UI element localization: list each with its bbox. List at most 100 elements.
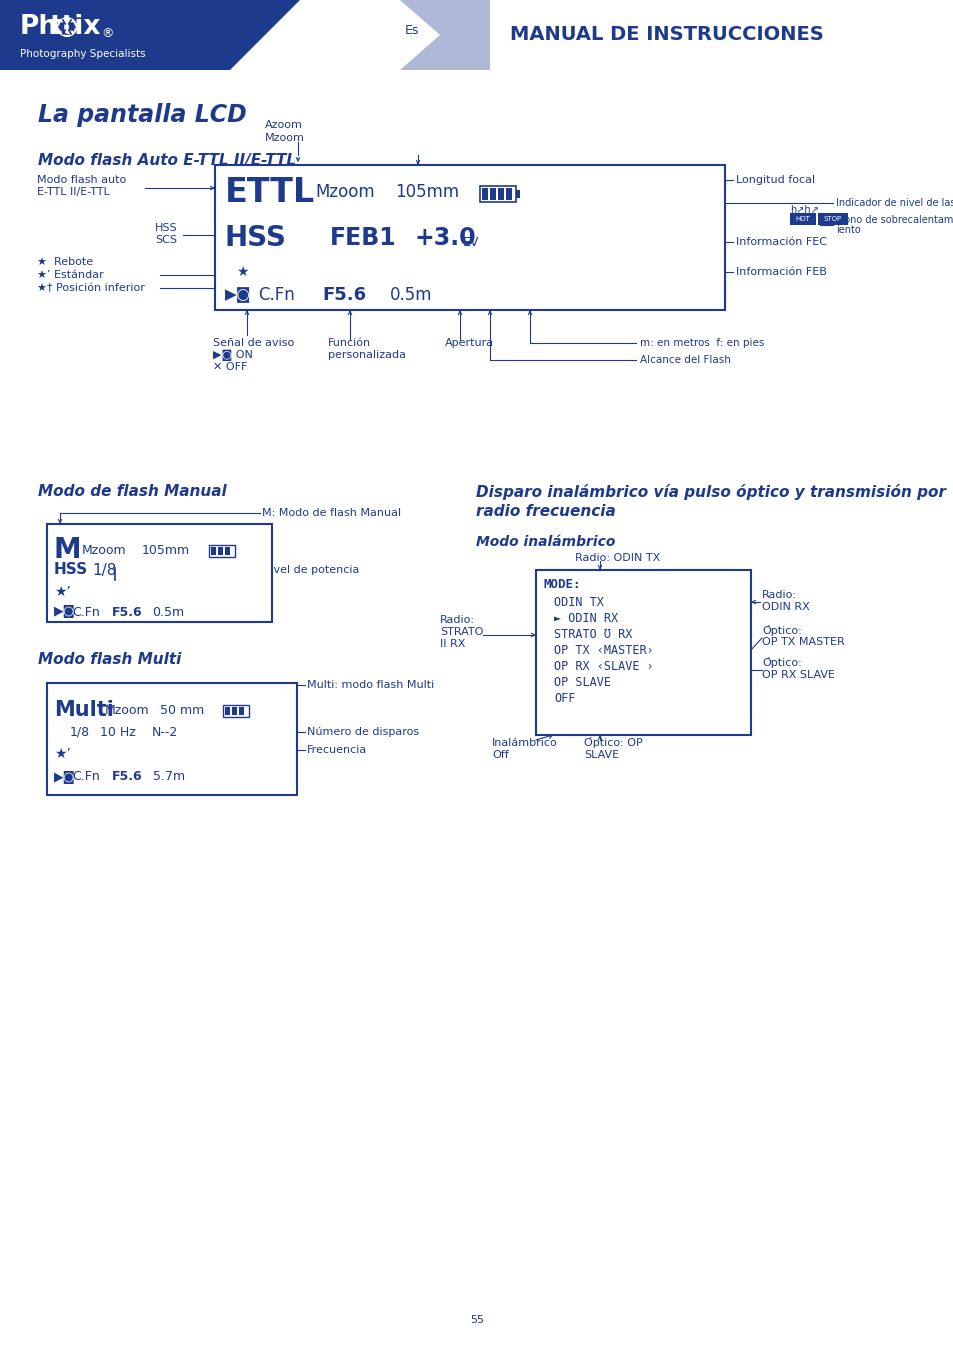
Text: Multi: Multi [54, 701, 113, 720]
Text: F5.6: F5.6 [112, 771, 143, 783]
Text: ★† Posición inferior: ★† Posición inferior [37, 284, 145, 293]
Polygon shape [0, 0, 390, 70]
Text: Mzoom: Mzoom [314, 184, 375, 201]
Text: Óptico:: Óptico: [761, 625, 801, 636]
Text: 50 mm: 50 mm [160, 703, 204, 717]
Text: ODIN TX: ODIN TX [554, 595, 603, 609]
Text: ★’: ★’ [54, 585, 71, 599]
Text: ★’: ★’ [54, 747, 71, 761]
Text: STOP: STOP [823, 216, 841, 221]
Text: Modo de flash Manual: Modo de flash Manual [38, 485, 227, 500]
Text: STRATO: STRATO [439, 626, 483, 637]
Text: 0.5m: 0.5m [152, 606, 184, 618]
Text: ▶◙ ON: ▶◙ ON [213, 350, 253, 360]
Text: Modo flash Multi: Modo flash Multi [38, 652, 181, 667]
Text: HOT: HOT [795, 216, 810, 221]
Text: Mzoom: Mzoom [105, 703, 150, 717]
Polygon shape [399, 0, 490, 70]
Text: Off: Off [492, 751, 508, 760]
Text: Apertura: Apertura [444, 338, 494, 348]
Text: M: M [54, 536, 82, 564]
Bar [218, 547, 223, 555]
Text: M: Modo de flash Manual: M: Modo de flash Manual [262, 508, 400, 518]
Text: Photography Specialists: Photography Specialists [20, 49, 146, 59]
Text: E-TTL II/E-TTL: E-TTL II/E-TTL [37, 188, 110, 197]
Bar [481, 188, 488, 200]
Text: Información FEC: Información FEC [735, 238, 826, 247]
Text: F5.6: F5.6 [112, 606, 143, 618]
Bar [239, 707, 244, 716]
Polygon shape [399, 0, 490, 70]
Text: ▶◙: ▶◙ [225, 288, 252, 302]
Text: Información FEB: Información FEB [735, 267, 826, 277]
Bar [505, 188, 512, 200]
Text: ttix: ttix [50, 14, 101, 40]
Text: ★’ Estándar: ★’ Estándar [37, 270, 104, 279]
Text: 10 Hz: 10 Hz [100, 725, 135, 738]
Bar [47, 524, 272, 622]
Polygon shape [230, 0, 953, 70]
Bar [209, 545, 234, 558]
Text: Óptico: OP: Óptico: OP [583, 737, 642, 748]
Text: 0.5m: 0.5m [390, 286, 432, 304]
Text: II RX: II RX [439, 639, 465, 649]
Text: EV: EV [462, 235, 478, 248]
Text: Óptico:: Óptico: [761, 657, 801, 668]
Text: Es: Es [405, 23, 419, 36]
Text: 5.7m: 5.7m [152, 771, 185, 783]
Text: Radio:: Radio: [439, 616, 475, 625]
Text: Ph: Ph [20, 14, 58, 40]
Text: ▶◙: ▶◙ [54, 771, 75, 783]
Bar [232, 707, 236, 716]
Bar [490, 188, 496, 200]
Text: radio frecuencia: radio frecuencia [476, 505, 615, 520]
Bar [516, 190, 519, 198]
Bar [211, 547, 215, 555]
Text: Alcance del Flash: Alcance del Flash [639, 355, 730, 364]
Text: 1/8: 1/8 [70, 725, 90, 738]
Text: OP RX ‹SLAVE ›: OP RX ‹SLAVE › [554, 660, 653, 672]
Text: ✕ OFF: ✕ OFF [213, 362, 247, 373]
Text: ETTL: ETTL [225, 176, 314, 208]
Bar [789, 213, 815, 225]
Text: Mzoom: Mzoom [82, 544, 127, 556]
Bar [214, 165, 724, 310]
Text: Frecuencia: Frecuencia [307, 745, 367, 755]
Text: Modo inalámbrico: Modo inalámbrico [476, 535, 615, 549]
Text: ODIN RX: ODIN RX [761, 602, 809, 612]
Bar [817, 213, 847, 225]
Text: HSS: HSS [225, 224, 287, 252]
Text: m: en metros  f: en pies: m: en metros f: en pies [639, 338, 763, 348]
Text: Indicador de nivel de las baterías: Indicador de nivel de las baterías [835, 198, 953, 208]
Text: Disparo inalámbrico vía pulso óptico y transmisión por: Disparo inalámbrico vía pulso óptico y t… [476, 485, 945, 500]
Text: OP TX MASTER: OP TX MASTER [761, 637, 843, 647]
Text: Radio:: Radio: [761, 590, 796, 599]
Text: ★  Rebote: ★ Rebote [37, 256, 93, 267]
Text: Longitud focal: Longitud focal [735, 176, 814, 185]
Text: ★: ★ [235, 265, 248, 279]
Bar [225, 547, 230, 555]
Text: Inalámbrico: Inalámbrico [492, 738, 558, 748]
Text: Icono de sobrecalentam-: Icono de sobrecalentam- [835, 215, 953, 225]
Text: 55: 55 [470, 1315, 483, 1324]
Text: Radio: ODIN TX: Radio: ODIN TX [575, 554, 659, 563]
Text: personalizada: personalizada [328, 350, 406, 360]
Text: MANUAL DE INSTRUCCIONES: MANUAL DE INSTRUCCIONES [510, 26, 822, 45]
Bar [536, 570, 750, 734]
Text: N--2: N--2 [152, 725, 178, 738]
Text: STRATO Ʊ RX: STRATO Ʊ RX [554, 628, 632, 640]
Text: Función: Función [328, 338, 371, 348]
Text: C.Fn: C.Fn [257, 286, 294, 304]
Text: 105mm: 105mm [142, 544, 190, 556]
Text: OP TX ‹MASTER›: OP TX ‹MASTER› [554, 644, 653, 656]
Text: Mzoom: Mzoom [265, 134, 305, 143]
Text: Modo flash auto: Modo flash auto [37, 176, 126, 185]
Text: Azoom: Azoom [265, 120, 302, 130]
Bar [223, 705, 249, 717]
Text: ▶◙: ▶◙ [54, 606, 75, 618]
Text: +3.0: +3.0 [415, 225, 476, 250]
Bar [497, 188, 503, 200]
Text: 105mm: 105mm [395, 184, 458, 201]
Text: HSS: HSS [154, 223, 177, 234]
Text: HSS: HSS [54, 563, 88, 578]
